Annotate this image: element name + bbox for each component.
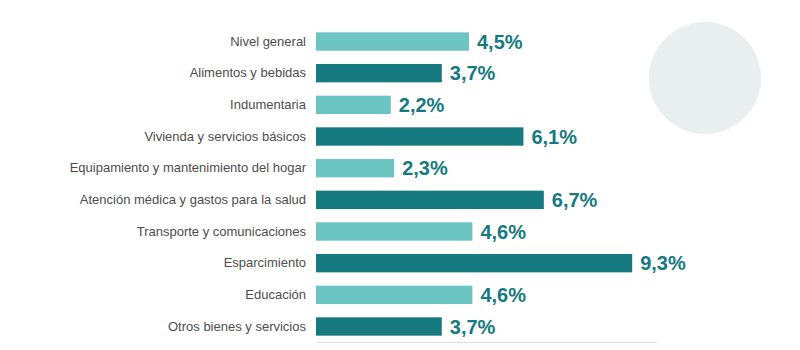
bar: [316, 317, 442, 335]
category-label: Alimentos y bebidas: [190, 65, 307, 80]
category-label: Vivienda y servicios básicos: [144, 129, 306, 144]
category-label: Nivel general: [230, 34, 306, 49]
data-label: 6,1%: [531, 126, 577, 148]
chart: Nivel general Alimentos y bebidas Indument…: [0, 0, 800, 350]
category-label: Atención médica y gastos para la salud: [80, 192, 306, 207]
category-label: Transporte y comunicaciones: [137, 224, 307, 239]
category-label: Equipamiento y mantenimiento del hogar: [70, 160, 307, 175]
y-tick: Transporte y comunicaciones: [137, 224, 316, 239]
data-label: 3,7%: [450, 316, 496, 338]
category-label: Educación: [245, 287, 306, 302]
y-tick: Nivel general: [230, 34, 316, 49]
x-axis-line: [317, 342, 657, 343]
y-tick: Otros bienes y servicios: [168, 319, 316, 334]
y-tick: Alimentos y bebidas: [190, 65, 316, 80]
y-axis: Nivel general Alimentos y bebidas Indument…: [70, 27, 317, 343]
decor-circle: [649, 22, 761, 134]
y-tick: Indumentaria: [230, 97, 316, 112]
data-label: 9,3%: [640, 252, 686, 274]
bar: [316, 32, 469, 50]
y-tick: Equipamiento y mantenimiento del hogar: [70, 160, 316, 175]
y-tick: Atención médica y gastos para la salud: [80, 192, 316, 207]
plot: Nivel general Alimentos y bebidas Indument…: [70, 27, 686, 343]
bar: [316, 286, 472, 304]
data-label: 4,6%: [480, 284, 526, 306]
y-axis-line: [316, 27, 317, 343]
category-label: Esparcimiento: [224, 255, 306, 270]
y-tick: Vivienda y servicios básicos: [144, 129, 316, 144]
category-label: Indumentaria: [230, 97, 307, 112]
data-label: 4,5%: [477, 31, 523, 53]
bar: [316, 222, 472, 240]
bar: [316, 64, 442, 82]
y-tick: Esparcimiento: [224, 255, 316, 270]
data-label: 2,3%: [402, 157, 448, 179]
category-label: Otros bienes y servicios: [168, 319, 306, 334]
bar: [316, 191, 544, 209]
bar: [316, 127, 523, 145]
data-label: 2,2%: [399, 94, 445, 116]
data-label: 3,7%: [450, 62, 496, 84]
bars: [316, 32, 632, 335]
data-label: 6,7%: [552, 189, 598, 211]
bar: [316, 254, 632, 272]
bar: [316, 96, 391, 114]
data-labels: 4,5%3,7%2,2%6,1%2,3%6,7%4,6%9,3%4,6%3,7%: [399, 31, 686, 338]
bar: [316, 159, 394, 177]
x-axis: [317, 342, 657, 343]
data-label: 4,6%: [480, 221, 526, 243]
y-tick: Educación: [245, 287, 316, 302]
